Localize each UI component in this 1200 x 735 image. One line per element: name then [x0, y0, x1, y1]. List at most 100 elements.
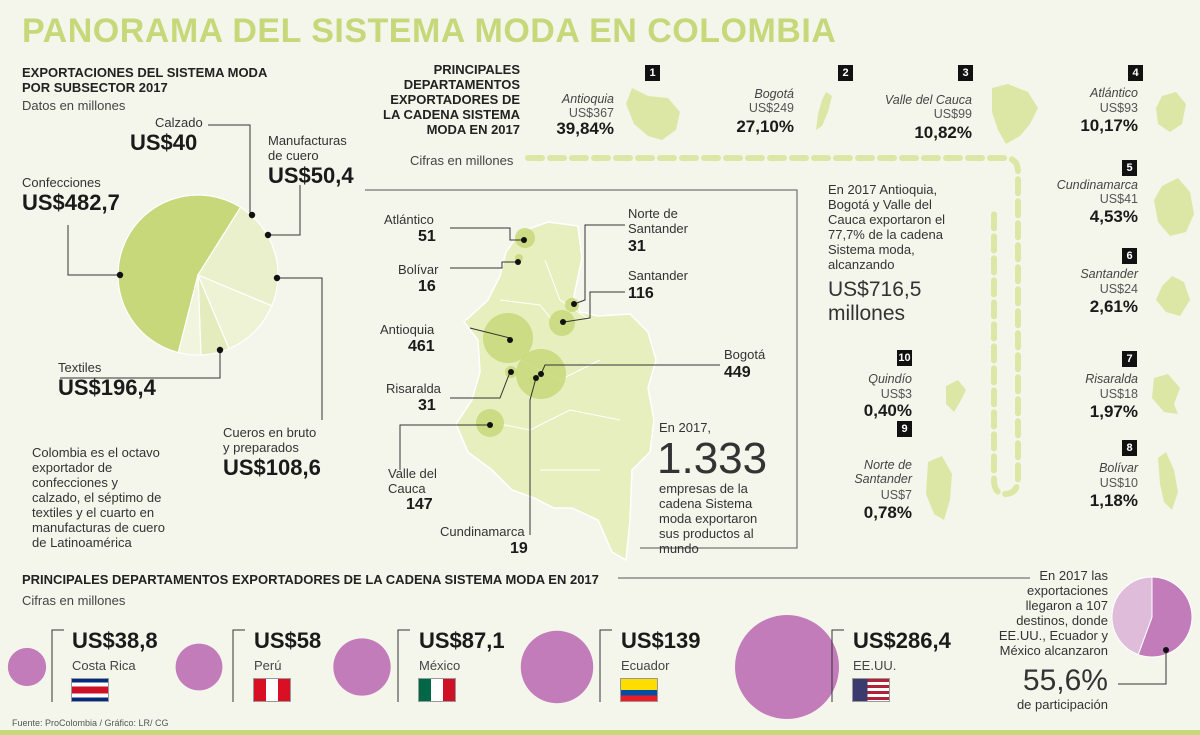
ranking-summary-big: US$716,5 millones: [828, 278, 922, 325]
map-nsantander-label: Norte de Santander: [628, 206, 688, 236]
textiles-label: Textiles: [58, 360, 102, 375]
map-cundinamarca-label: Cundinamarca: [440, 524, 525, 539]
ranking-units: Cifras en millones: [410, 153, 514, 168]
ecuador-flag-icon: [620, 678, 658, 702]
participation-slice-1: [1111, 576, 1153, 656]
rank-10-pct: 0,40%: [863, 401, 912, 420]
dest-bracket-2: [397, 629, 410, 702]
rank-4-name: Atlántico: [1090, 86, 1138, 100]
rank-1-pct: 39,84%: [556, 119, 614, 138]
rank-7-badge: 7: [1122, 351, 1137, 367]
participation-leader-dot: [1163, 647, 1169, 653]
subsector-heading: EXPORTACIONES DEL SISTEMA MODA POR SUBSE…: [22, 65, 268, 95]
santander-shape: [1156, 276, 1190, 316]
rank-3-name: Valle del Cauca: [884, 93, 972, 107]
map-bogota-value: 449: [724, 364, 751, 381]
rank-4-badge: 4: [1128, 65, 1143, 81]
confecciones-value: US$482,7: [22, 190, 120, 215]
bogota-shape: [816, 92, 832, 130]
rank-7-name: Risaralda: [1085, 372, 1138, 386]
rank-5-name: Cundinamarca: [1056, 178, 1138, 192]
subsector-slice-2: [196, 273, 273, 350]
cueros-value: US$108,6: [223, 455, 321, 480]
rank-2-value: US$249: [748, 101, 794, 115]
dest-peru-value: US$58: [254, 628, 322, 653]
destinations-note-suffix: de participación: [1016, 697, 1108, 712]
colombia-note: Colombia es el octavo exportador de conf…: [32, 445, 165, 550]
dest-bracket-1: [232, 629, 245, 702]
rank-8-pct: 1,18%: [1089, 491, 1138, 510]
ranking-summary: En 2017 Antioquia, Bogotá y Valle del Ca…: [828, 182, 946, 272]
dest-peru-name: Perú: [254, 658, 282, 673]
subsector-slice-1: [197, 206, 279, 307]
rank-2-pct: 27,10%: [736, 117, 794, 136]
map-santander-label: Santander: [628, 268, 688, 283]
dest-mexico-value: US$87,1: [419, 628, 505, 653]
rank-9-name: Norte de Santander: [854, 458, 912, 486]
map-note-prefix: En 2017,: [659, 420, 712, 435]
subsector-leader-lines: [60, 124, 323, 420]
usa-flag-icon: [852, 678, 890, 702]
rank-6-pct: 2,61%: [1089, 297, 1138, 316]
subsector-leader-dot-1: [264, 231, 272, 239]
map-bolivar-label: Bolívar: [398, 262, 439, 277]
rank-9-pct: 0,78%: [863, 503, 912, 522]
map-nsantander-value: 31: [628, 238, 646, 255]
rank-5-pct: 4,53%: [1089, 207, 1138, 226]
destinations-units: Cifras en millones: [22, 593, 126, 608]
map-antioquia-label: Antioquia: [380, 322, 435, 337]
subsector-slice-4: [177, 274, 202, 356]
rank-9-badge: 9: [897, 421, 912, 437]
dest-costa-rica-value: US$38,8: [72, 628, 158, 653]
confecciones-label: Confecciones: [22, 175, 101, 190]
rank-1-badge: 1: [645, 65, 660, 81]
rank-7-value: US$18: [1099, 387, 1138, 401]
subsector-leader-dot-0: [248, 211, 256, 219]
dest-ecuador-value: US$139: [621, 628, 701, 653]
norte-santander-shape: [926, 456, 952, 520]
bolivar-shape: [1158, 452, 1178, 510]
dest-costa-rica-name: Costa Rica: [72, 658, 136, 673]
rank-6-badge: 6: [1122, 248, 1137, 264]
dest-bracket-4: [831, 629, 844, 702]
rank-5-badge: 5: [1122, 160, 1137, 176]
peru-flag-icon: [253, 678, 291, 702]
rank-10-name: Quindío: [868, 372, 912, 386]
rank-10-badge: 10: [897, 350, 912, 366]
rank-6-name: Santander: [1080, 267, 1138, 281]
rank-10-value: US$3: [880, 387, 912, 401]
calzado-value: US$40: [130, 130, 198, 155]
subsector-units: Datos en millones: [22, 98, 126, 113]
subsector-leader-dot-2: [116, 271, 124, 279]
cundinamarca-shape: [1154, 178, 1194, 236]
source-note: Fuente: ProColombia / Gráfico: LR/ CG: [12, 718, 169, 728]
destinations-note: En 2017 las exportaciones llegaron a 107…: [998, 568, 1108, 658]
subsector-slice-0: [117, 194, 242, 354]
map-risaralda-label: Risaralda: [386, 381, 441, 396]
map-cundinamarca-value: 19: [510, 540, 528, 557]
destinations-note-big: 55,6%: [1022, 664, 1108, 697]
dest-bracket-3: [599, 629, 612, 702]
rank-2-badge: 2: [838, 65, 853, 81]
rank-6-value: US$24: [1099, 282, 1138, 296]
atlantico-shape: [1156, 92, 1186, 132]
rank-1-value: US$367: [568, 106, 614, 120]
dest-usa-name: EE.UU.: [853, 658, 897, 673]
mexico-flag-icon: [418, 678, 456, 702]
dest-mexico-name: México: [419, 658, 461, 673]
participation-leader: [1118, 650, 1167, 685]
subsector-leader-dot-3: [216, 346, 224, 354]
manufacturas-label: Manufacturas de cuero: [268, 133, 347, 163]
map-atlantico-label: Atlántico: [384, 212, 434, 227]
map-bolivar-value: 16: [418, 278, 436, 295]
dest-ecuador-name: Ecuador: [621, 658, 670, 673]
costa-rica-flag-icon: [71, 678, 109, 702]
rank-4-pct: 10,17%: [1080, 116, 1138, 135]
map-valle-label: Valle del Cauca: [388, 466, 437, 496]
dest-bubble-1: [175, 643, 223, 691]
